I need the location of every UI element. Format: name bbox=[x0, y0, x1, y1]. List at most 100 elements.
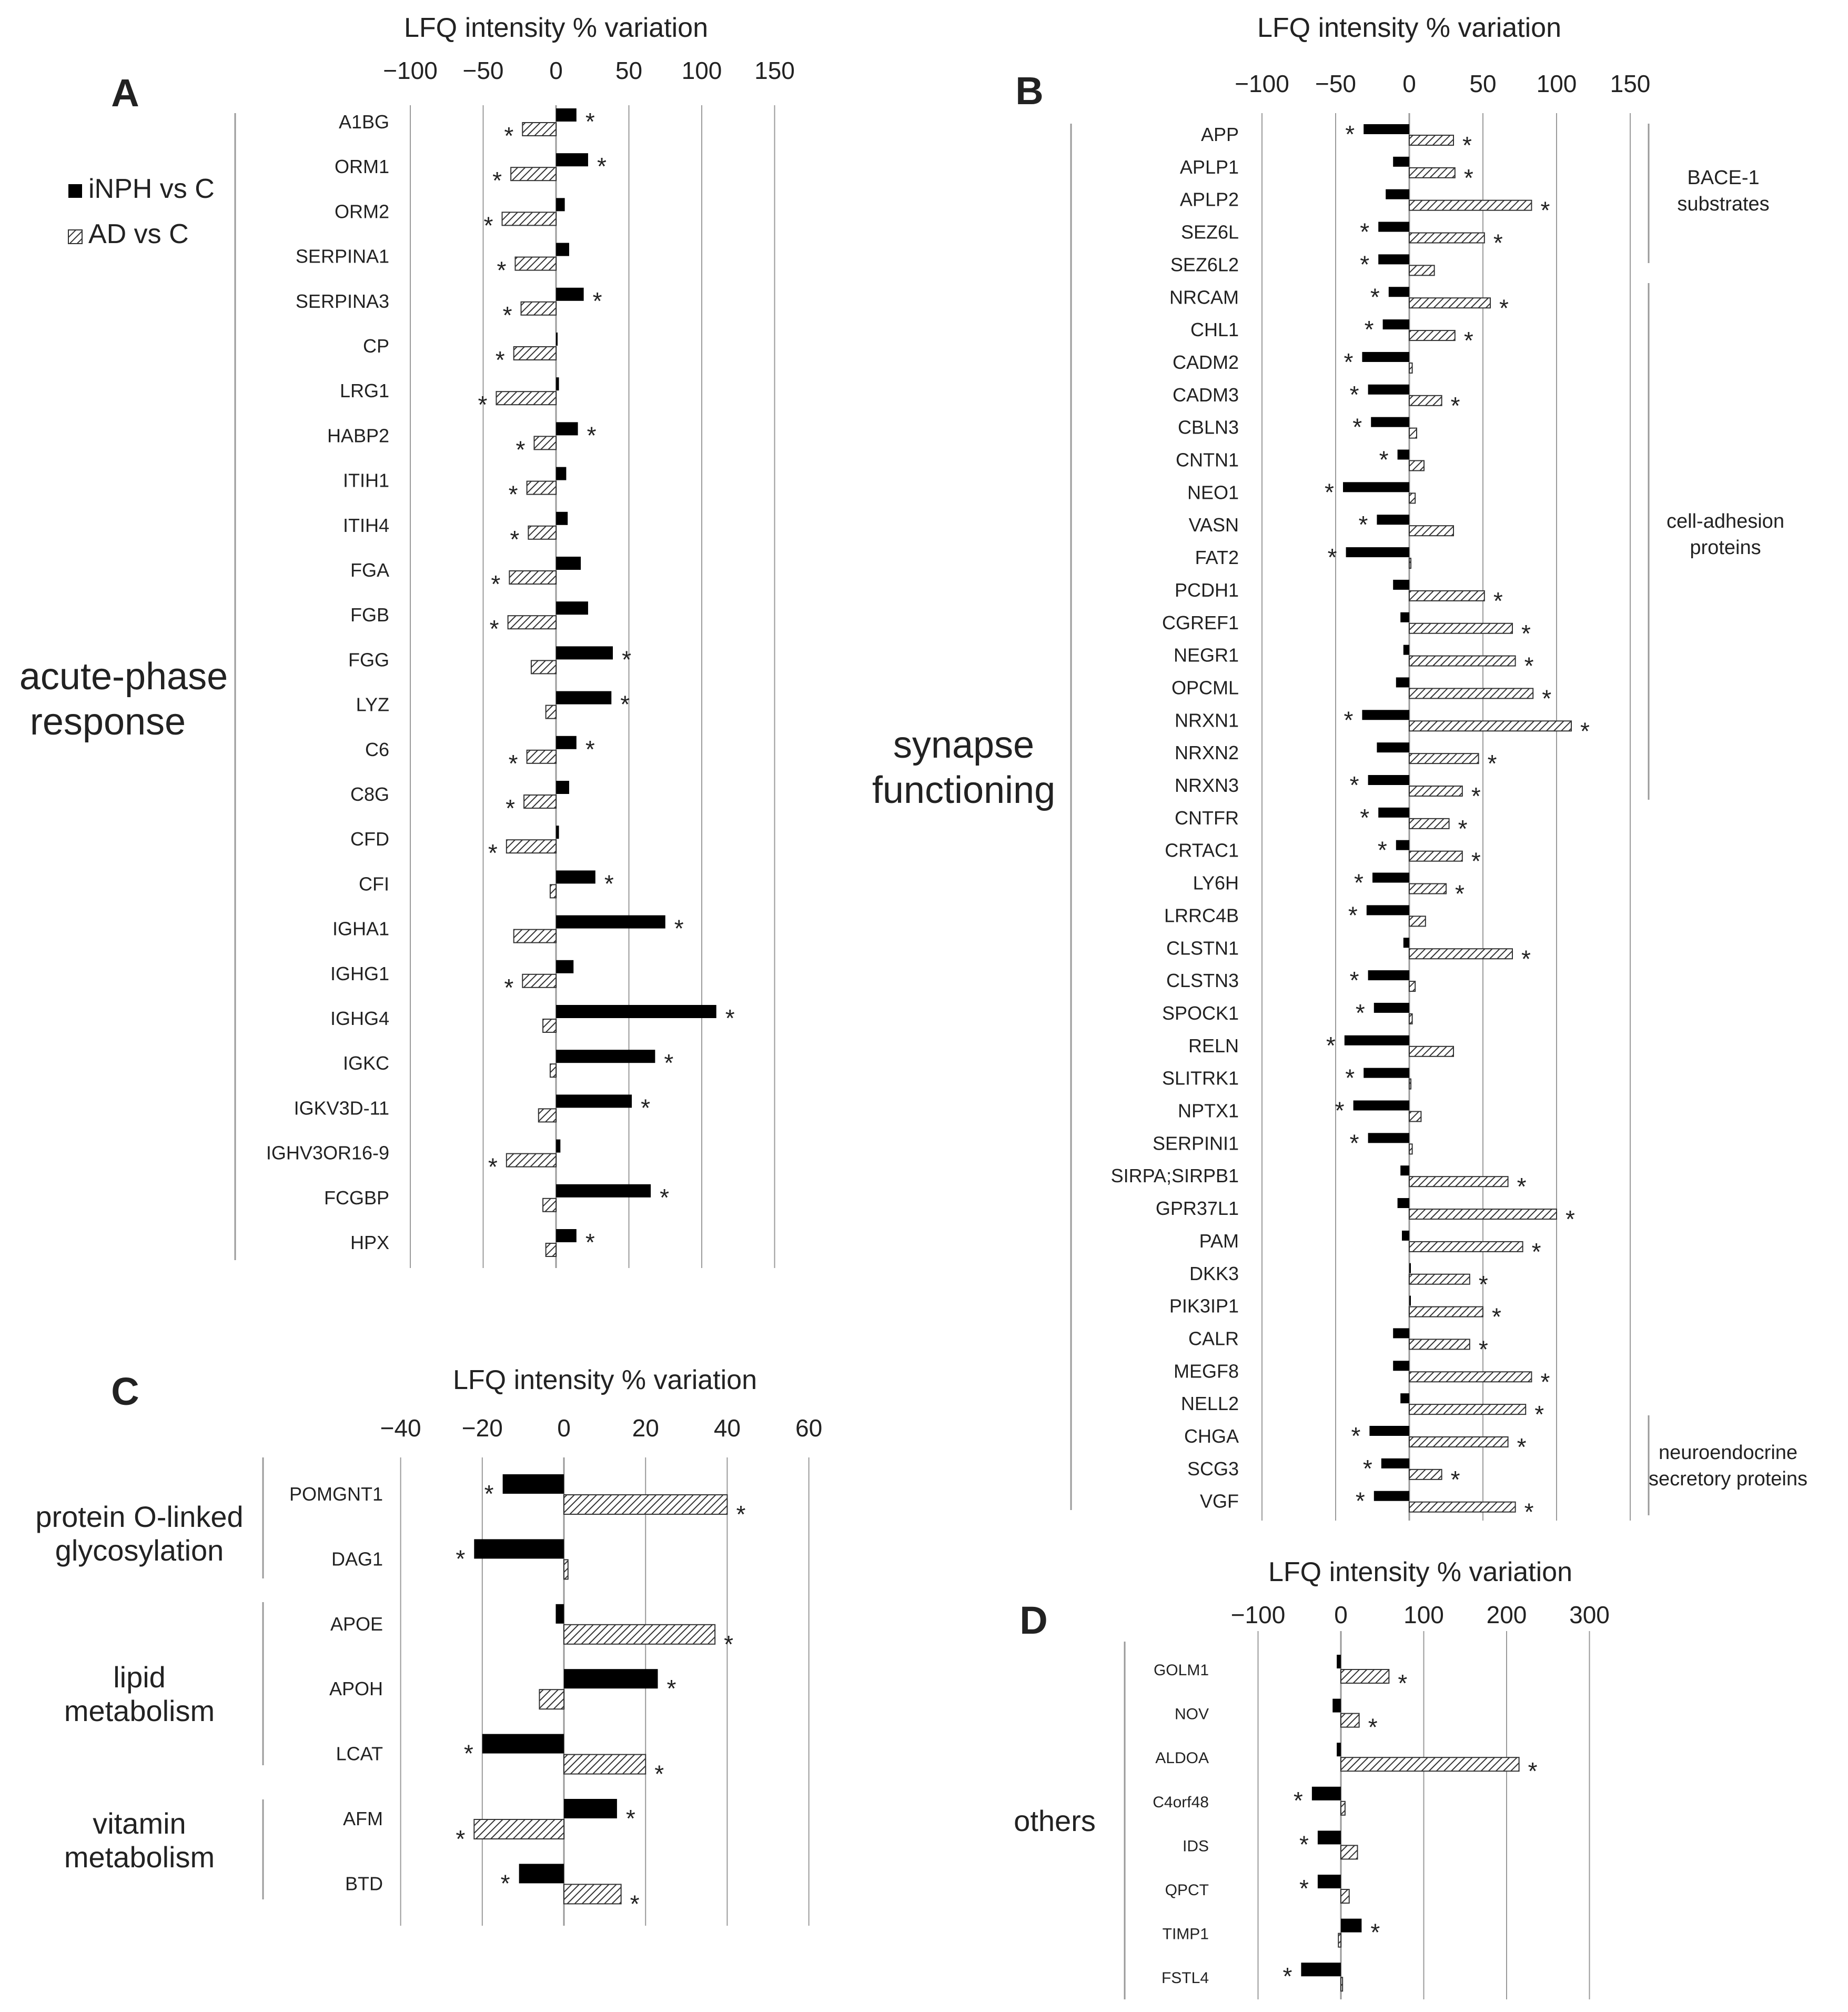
bar-ad bbox=[549, 884, 557, 899]
category-label: CHL1 bbox=[1190, 319, 1239, 340]
category-label: VGF bbox=[1200, 1491, 1239, 1512]
bar-inph bbox=[502, 1474, 564, 1494]
bar-ad bbox=[1340, 1713, 1360, 1728]
bar-inph bbox=[556, 601, 588, 615]
side-label-line: secretory proteins bbox=[1649, 1468, 1807, 1490]
bar-inph bbox=[556, 781, 569, 794]
bar-ad bbox=[526, 749, 557, 764]
significance-star: * bbox=[1580, 717, 1590, 745]
category-label: NEO1 bbox=[1187, 481, 1239, 503]
bar-inph bbox=[556, 287, 584, 301]
bar-inph bbox=[1397, 449, 1409, 460]
group-label-line: acute-phase bbox=[19, 656, 228, 698]
bar-ad bbox=[1338, 1933, 1341, 1948]
bar-ad bbox=[1409, 362, 1413, 374]
category-label: LYZ bbox=[356, 694, 389, 716]
bar-inph bbox=[1362, 710, 1409, 720]
category-label: NRXN2 bbox=[1175, 742, 1239, 763]
bar-ad bbox=[514, 256, 557, 271]
tick-label: −100 bbox=[1231, 1601, 1286, 1628]
bar-inph bbox=[556, 153, 588, 167]
significance-star: * bbox=[674, 915, 684, 942]
bar-ad bbox=[501, 212, 557, 226]
panel-a: A LFQ intensity % variation −100 −50 0 50 100 1… bbox=[111, 13, 795, 1268]
significance-star: * bbox=[1345, 120, 1355, 148]
bar-ad bbox=[1340, 1669, 1390, 1684]
significance-star: * bbox=[1360, 250, 1369, 278]
bar-inph bbox=[1368, 1133, 1409, 1143]
category-label: NRCAM bbox=[1169, 286, 1239, 308]
tick-label: 20 bbox=[632, 1414, 659, 1442]
bar-inph bbox=[556, 467, 567, 480]
bar-inph bbox=[556, 1094, 632, 1108]
significance-star: * bbox=[1325, 478, 1334, 506]
significance-star: * bbox=[1464, 327, 1473, 354]
category-label: HPX bbox=[350, 1232, 389, 1253]
category-label: IGHA1 bbox=[332, 918, 389, 940]
bar-ad bbox=[533, 436, 557, 450]
category-label: APLP2 bbox=[1180, 189, 1239, 210]
significance-star: * bbox=[504, 122, 513, 149]
bar-ad bbox=[1409, 167, 1456, 178]
bar-ad bbox=[496, 391, 557, 406]
significance-star: * bbox=[1360, 218, 1369, 246]
group-label-line: synapse bbox=[893, 724, 1034, 766]
bar-ad bbox=[1409, 1339, 1470, 1350]
significance-star: * bbox=[509, 750, 518, 777]
significance-star: * bbox=[1354, 869, 1364, 897]
bar-inph bbox=[1369, 1426, 1409, 1436]
category-label: LRG1 bbox=[340, 380, 389, 401]
significance-star: * bbox=[593, 287, 602, 315]
tick-label: 100 bbox=[1403, 1601, 1444, 1628]
bar-ad bbox=[1409, 492, 1416, 504]
bar-inph bbox=[1400, 1393, 1409, 1404]
category-label: GOLM1 bbox=[1154, 1662, 1209, 1679]
significance-star: * bbox=[1344, 706, 1353, 733]
side-label-line: BACE-1 bbox=[1687, 167, 1759, 189]
tick-label: 200 bbox=[1487, 1601, 1527, 1628]
category-label: GPR37L1 bbox=[1156, 1198, 1239, 1219]
significance-star: * bbox=[1352, 414, 1362, 441]
bar-inph bbox=[1353, 1100, 1409, 1111]
category-label: SCG3 bbox=[1187, 1458, 1239, 1480]
significance-star: * bbox=[1365, 316, 1374, 343]
axis-title: LFQ intensity % variation bbox=[453, 1365, 757, 1395]
tick-label: 150 bbox=[754, 57, 795, 84]
tick-label: −40 bbox=[380, 1414, 421, 1442]
group-label-line: lipid bbox=[113, 1661, 166, 1694]
tick-label: 150 bbox=[1610, 70, 1651, 97]
side-label-bace1: BACE-1 substrates bbox=[1677, 167, 1769, 215]
bar-inph bbox=[556, 1184, 651, 1198]
bar-ad bbox=[542, 1019, 557, 1033]
significance-star: * bbox=[1534, 1401, 1544, 1428]
significance-star: * bbox=[496, 346, 505, 374]
bar-inph bbox=[1362, 351, 1409, 362]
bar-inph bbox=[556, 557, 581, 570]
bar-inph bbox=[1337, 1655, 1341, 1668]
category-label: HABP2 bbox=[327, 425, 389, 446]
significance-star: * bbox=[1493, 587, 1503, 615]
category-label: C8G bbox=[350, 783, 389, 805]
bar-inph bbox=[1393, 156, 1409, 167]
category-label: FCGBP bbox=[324, 1187, 389, 1209]
bar-inph bbox=[1388, 287, 1409, 297]
tick-label: 0 bbox=[549, 57, 563, 84]
bar-inph bbox=[556, 1050, 655, 1063]
category-label: CADM2 bbox=[1173, 351, 1239, 373]
bar-inph bbox=[1403, 645, 1409, 655]
category-label: CGREF1 bbox=[1162, 612, 1239, 633]
tick-label: 50 bbox=[1469, 70, 1496, 97]
bar-inph bbox=[1317, 1875, 1341, 1888]
bar-ad bbox=[1409, 1176, 1509, 1188]
group-label-c: protein O-linked glycosylation bbox=[35, 1500, 243, 1567]
bar-inph bbox=[1377, 515, 1409, 525]
significance-star: * bbox=[585, 1229, 595, 1256]
category-label: CP bbox=[363, 335, 389, 357]
bar-ad bbox=[1409, 850, 1463, 862]
bar-ad bbox=[1409, 135, 1454, 146]
category-label: LRRC4B bbox=[1164, 904, 1239, 926]
significance-star: * bbox=[488, 1153, 498, 1181]
category-label: NELL2 bbox=[1181, 1393, 1239, 1414]
legend-label-ad: AD vs C bbox=[88, 219, 189, 249]
bar-ad bbox=[1409, 622, 1513, 634]
